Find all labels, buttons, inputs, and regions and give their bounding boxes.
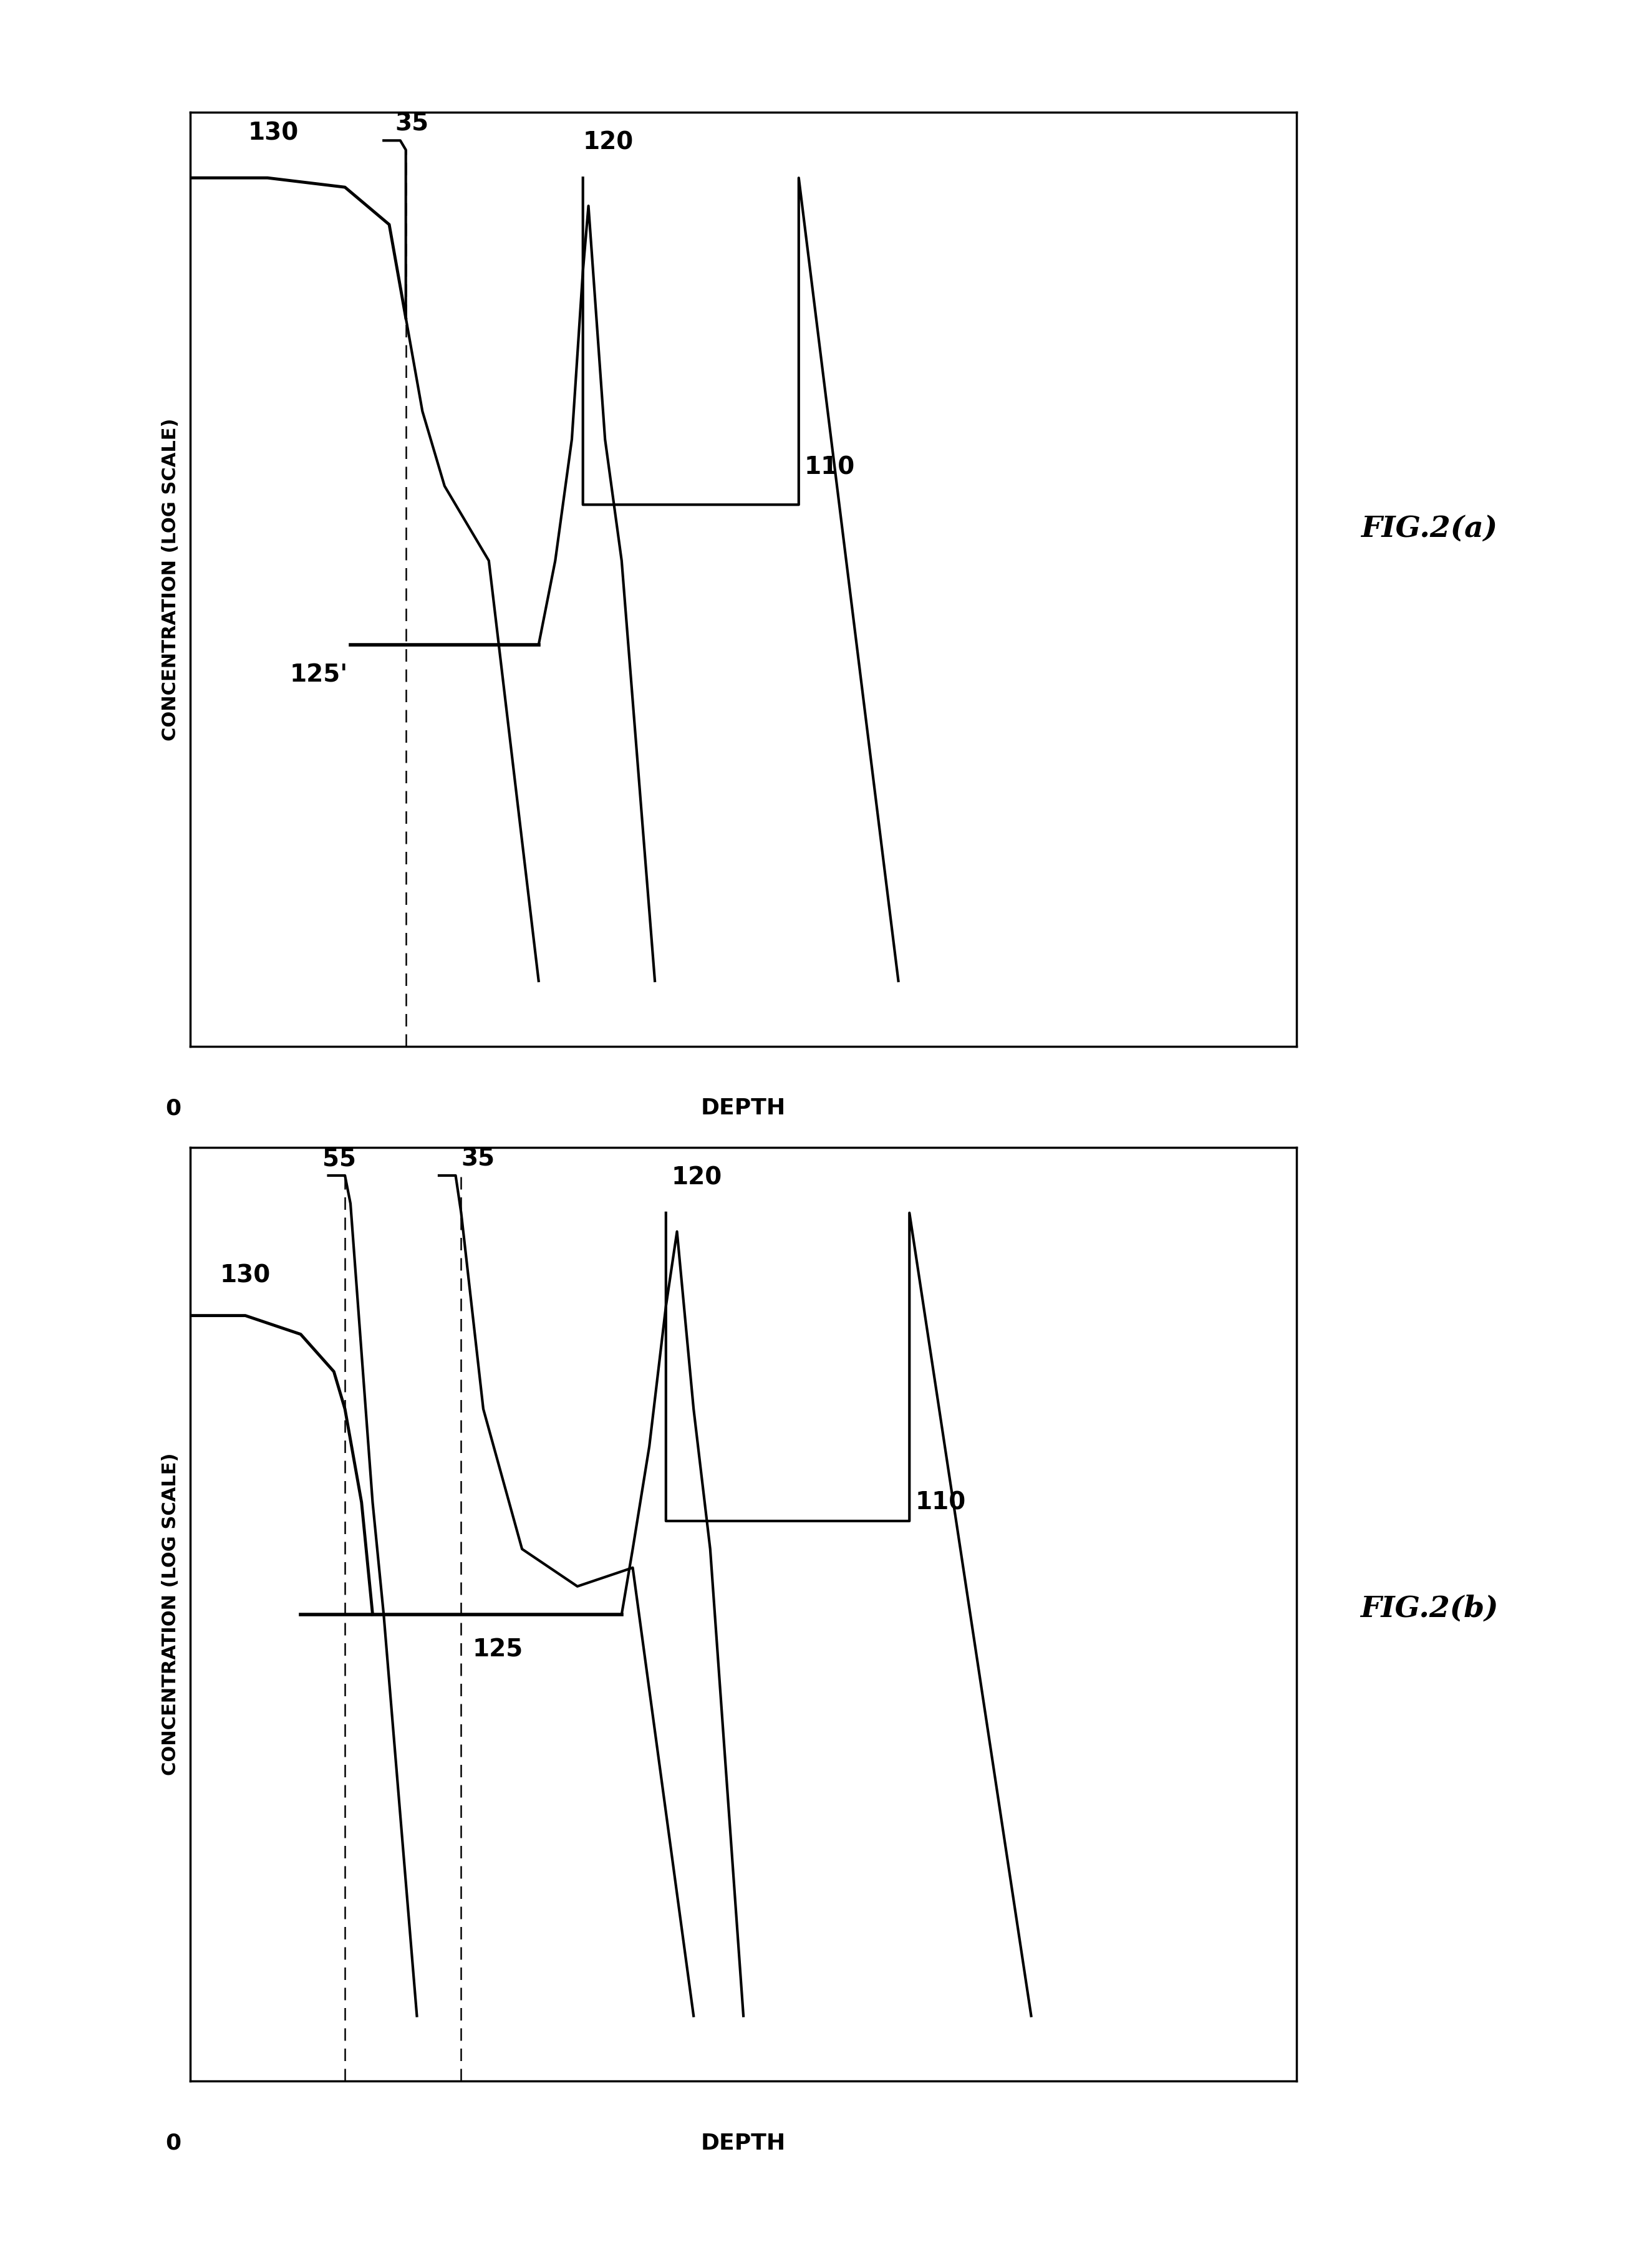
Text: 35: 35 xyxy=(395,113,428,135)
Y-axis label: CONCENTRATION (LOG SCALE): CONCENTRATION (LOG SCALE) xyxy=(162,1454,180,1775)
Text: 55: 55 xyxy=(322,1148,357,1170)
Text: DEPTH: DEPTH xyxy=(700,1098,786,1118)
Text: 130: 130 xyxy=(220,1265,271,1287)
Text: 0: 0 xyxy=(165,2133,182,2153)
Text: FIG.2(a): FIG.2(a) xyxy=(1361,515,1497,542)
Text: DEPTH: DEPTH xyxy=(700,2133,786,2153)
Text: 110: 110 xyxy=(915,1490,966,1514)
Text: 130: 130 xyxy=(248,122,299,146)
Text: 35: 35 xyxy=(461,1148,496,1170)
Text: 120: 120 xyxy=(583,131,634,155)
Text: FIG.2(b): FIG.2(b) xyxy=(1360,1595,1498,1622)
Text: 120: 120 xyxy=(671,1166,722,1190)
Text: 0: 0 xyxy=(165,1098,182,1118)
Text: 125': 125' xyxy=(289,664,349,686)
Text: 110: 110 xyxy=(805,455,856,479)
Text: 125: 125 xyxy=(472,1638,524,1660)
Y-axis label: CONCENTRATION (LOG SCALE): CONCENTRATION (LOG SCALE) xyxy=(162,418,180,740)
